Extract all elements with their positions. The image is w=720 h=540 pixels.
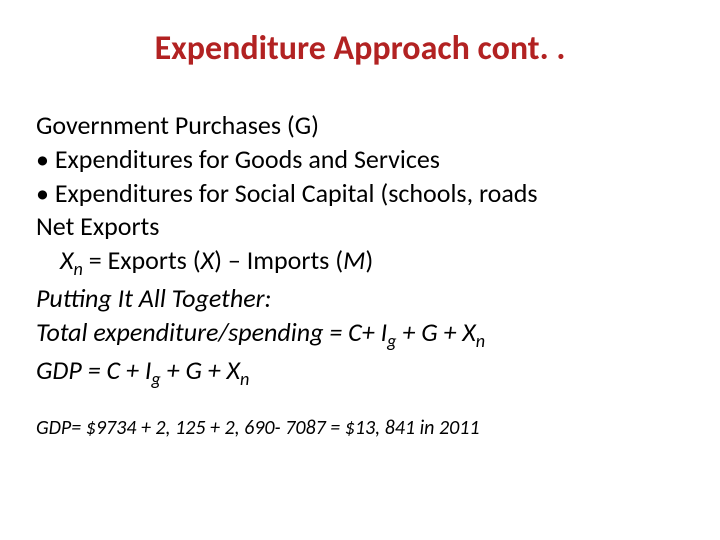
te-sub2: n bbox=[476, 330, 485, 352]
bullet-social-capital: • Expenditures for Social Capital (schoo… bbox=[36, 177, 684, 211]
xn-x: X bbox=[60, 244, 74, 276]
line-net-exports: Net Exports bbox=[36, 210, 684, 244]
gdp-b: + G + X bbox=[161, 354, 240, 386]
gdp-sub1: g bbox=[151, 368, 160, 390]
te-b: + G + X bbox=[396, 316, 475, 348]
line-putting-together: Putting It All Together: bbox=[36, 282, 684, 316]
bullet-goods-services: • Expenditures for Goods and Services bbox=[36, 143, 684, 177]
slide-body: Government Purchases (G) • Expenditures … bbox=[36, 109, 684, 392]
gdp-a: GDP = C + I bbox=[36, 354, 151, 386]
xn-sub: n bbox=[74, 258, 83, 280]
xn-end: ) bbox=[365, 244, 373, 276]
xn-eq: = Exports ( bbox=[83, 244, 201, 276]
line-govt-purchases: Government Purchases (G) bbox=[36, 109, 684, 143]
xn-imports: M bbox=[343, 244, 365, 276]
te-a: Total expenditure/spending = C+ I bbox=[36, 316, 387, 348]
xn-exports: X bbox=[201, 244, 215, 276]
line-total-expenditure: Total expenditure/spending = C+ Ig + G +… bbox=[36, 316, 684, 354]
slide-title: Expenditure Approach cont. . bbox=[76, 28, 644, 69]
line-xn-formula: Xn = Exports (X) – Imports (M) bbox=[36, 244, 684, 282]
xn-mid: ) – Imports ( bbox=[214, 244, 343, 276]
gdp-sub2: n bbox=[240, 368, 249, 390]
line-gdp-formula: GDP = C + Ig + G + Xn bbox=[36, 354, 684, 392]
footer-calculation: GDP= $9734 + 2, 125 + 2, 690- 7087 = $13… bbox=[36, 416, 684, 440]
